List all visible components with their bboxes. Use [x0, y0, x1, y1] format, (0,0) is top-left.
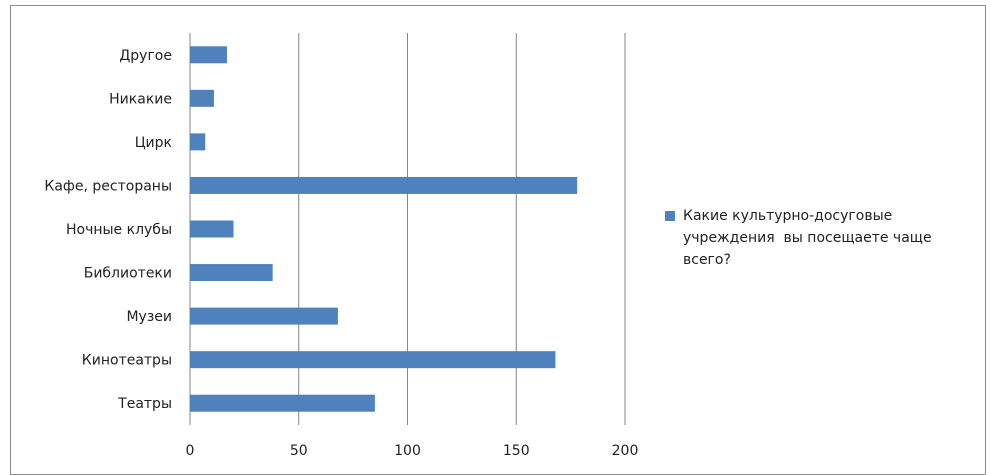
bar-7 — [190, 89, 214, 107]
x-tick-label: 200 — [612, 443, 639, 459]
legend-label: Какие культурно-досуговые учреждения вы … — [683, 208, 937, 268]
bar-1 — [190, 351, 556, 369]
bar-2 — [190, 307, 338, 325]
category-label: Ночные клубы — [66, 222, 172, 238]
category-label: Театры — [117, 396, 172, 412]
category-label: Библиотеки — [84, 266, 172, 282]
category-label: Музеи — [126, 309, 172, 325]
bar-0 — [190, 394, 375, 412]
bar-8 — [190, 46, 227, 64]
category-label: Цирк — [135, 135, 172, 151]
x-tick-label: 50 — [290, 443, 308, 459]
bar-4 — [190, 220, 234, 238]
x-axis-tick-labels: 0 50 100 150 200 — [186, 443, 639, 459]
category-label: Кафе, рестораны — [44, 178, 172, 194]
x-tick-label: 100 — [394, 443, 421, 459]
bar-6 — [190, 133, 206, 151]
category-label: Никакие — [109, 91, 172, 107]
bar-5 — [190, 176, 578, 194]
category-labels: Театры Кинотеатры Музеи Библиотеки Ночные кл… — [44, 48, 172, 412]
bar-3 — [190, 264, 273, 282]
category-label: Другое — [119, 48, 172, 64]
bars — [190, 46, 578, 412]
category-label: Кинотеатры — [82, 353, 172, 369]
legend: Какие культурно-досуговые учреждения вы … — [665, 205, 985, 271]
x-tick-label: 150 — [503, 443, 530, 459]
chart-frame — [10, 5, 986, 475]
x-tick-label: 0 — [186, 443, 195, 459]
legend-swatch — [665, 211, 675, 221]
